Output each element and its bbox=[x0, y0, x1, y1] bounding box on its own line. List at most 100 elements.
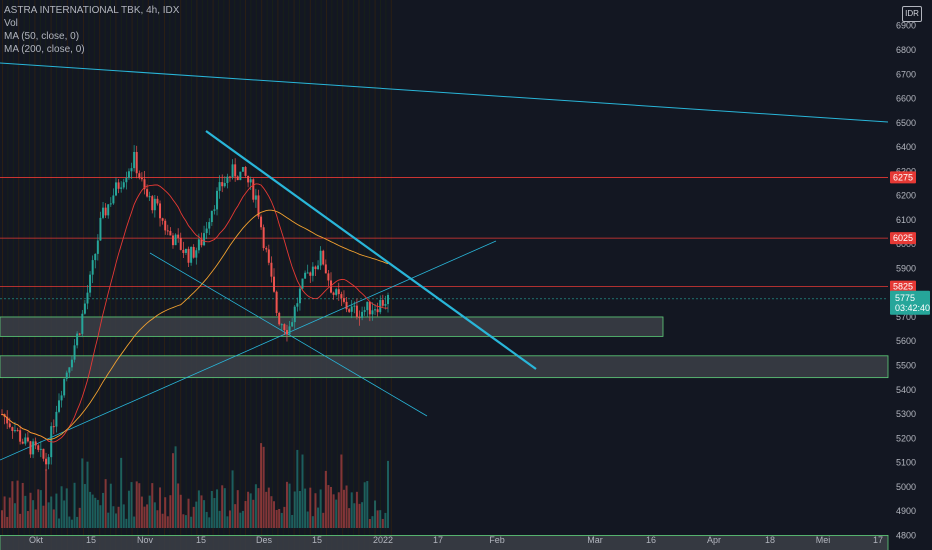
candle-body bbox=[273, 276, 276, 292]
volume-bar bbox=[314, 493, 317, 528]
candle-body bbox=[304, 272, 307, 279]
candle-body bbox=[275, 291, 278, 313]
candle-body bbox=[73, 345, 76, 360]
candle-body bbox=[47, 457, 50, 465]
volume-bar bbox=[337, 492, 340, 528]
time-tick-label: 2022 bbox=[373, 535, 393, 545]
candle-body bbox=[42, 448, 45, 459]
ma50-legend[interactable]: MA (50, close, 0) bbox=[4, 31, 80, 42]
volume-bar bbox=[301, 454, 304, 528]
volume-bar bbox=[218, 510, 221, 528]
volume-bar bbox=[138, 483, 141, 528]
time-tick-label: 18 bbox=[765, 535, 775, 545]
time-tick-label: Mar bbox=[587, 535, 603, 545]
candle-body bbox=[327, 273, 330, 281]
session-band bbox=[239, 0, 241, 550]
session-band bbox=[83, 0, 84, 550]
session-band bbox=[272, 0, 273, 550]
candle-body bbox=[374, 309, 377, 311]
current-price-label: 5775 bbox=[895, 293, 915, 303]
candle-body bbox=[39, 448, 42, 450]
session-band bbox=[320, 0, 322, 550]
candle-body bbox=[156, 198, 159, 204]
candle-body bbox=[52, 426, 55, 428]
volume-bar bbox=[260, 443, 263, 528]
volume-bar bbox=[293, 491, 296, 528]
session-band bbox=[326, 0, 327, 550]
candle-body bbox=[184, 248, 187, 253]
ma200-legend[interactable]: MA (200, close, 0) bbox=[4, 44, 85, 55]
candle-body bbox=[203, 233, 206, 246]
bar-countdown: 03:42:40 bbox=[895, 303, 930, 313]
candle-body bbox=[223, 183, 226, 187]
volume-bar bbox=[296, 449, 299, 528]
price-tag-bg bbox=[890, 171, 916, 184]
session-band bbox=[353, 0, 354, 550]
volume-bar bbox=[190, 516, 193, 528]
time-tick-label: Nov bbox=[137, 535, 154, 545]
candle-body bbox=[65, 372, 68, 379]
volume-legend[interactable]: Vol bbox=[4, 18, 18, 29]
candle-body bbox=[192, 246, 195, 258]
candle-body bbox=[164, 220, 167, 231]
candle-body bbox=[125, 177, 128, 183]
candle-body bbox=[319, 250, 322, 266]
volume-bar bbox=[60, 486, 63, 528]
symbol-title[interactable]: ASTRA INTERNATIONAL TBK, 4h, IDX bbox=[4, 5, 180, 16]
price-tick-label: 6800 bbox=[896, 45, 916, 55]
volume-bar bbox=[39, 490, 42, 528]
time-tick-label: Mei bbox=[816, 535, 831, 545]
volume-bar bbox=[156, 510, 159, 528]
session-band bbox=[266, 0, 268, 550]
candle-body bbox=[265, 248, 268, 250]
session-band bbox=[39, 0, 41, 550]
candle-body bbox=[83, 303, 86, 314]
candle-body bbox=[187, 248, 190, 263]
volume-bar bbox=[348, 508, 351, 528]
volume-bar bbox=[387, 460, 389, 528]
volume-bar bbox=[130, 482, 133, 528]
price-axis[interactable]: 4800 4900 5000 5100 5200 5300 5400 5500 5600 5700… bbox=[896, 21, 916, 541]
volume-bar bbox=[374, 500, 377, 528]
candle-body bbox=[127, 171, 130, 178]
candle-body bbox=[135, 151, 138, 174]
session-band bbox=[18, 0, 20, 550]
volume-bar bbox=[285, 481, 288, 528]
volume-bar bbox=[187, 498, 190, 528]
candle-body bbox=[102, 207, 105, 218]
session-band bbox=[158, 0, 160, 550]
price-tick-label: 6900 bbox=[896, 21, 916, 31]
volume-bar bbox=[159, 487, 162, 528]
candle-body bbox=[345, 301, 348, 310]
volume-bar bbox=[65, 488, 68, 528]
currency-badge[interactable]: IDR bbox=[902, 6, 922, 22]
candle-body bbox=[6, 416, 9, 424]
candle-body bbox=[324, 264, 327, 274]
price-level-tag: 6275 bbox=[890, 171, 916, 184]
volume-bar bbox=[153, 502, 156, 528]
candle-body bbox=[252, 179, 255, 200]
candle-body bbox=[330, 280, 333, 293]
candle-body bbox=[387, 294, 389, 305]
candle-body bbox=[254, 195, 257, 200]
session-band bbox=[99, 0, 101, 550]
candle-body bbox=[81, 313, 84, 334]
session-band bbox=[380, 0, 381, 550]
candle-body bbox=[244, 166, 247, 176]
candle-body bbox=[221, 182, 224, 187]
volume-bar bbox=[78, 507, 81, 528]
volume-bar bbox=[107, 512, 110, 528]
candle-body bbox=[86, 292, 89, 304]
candle-body bbox=[384, 304, 387, 306]
volume-bar bbox=[42, 505, 45, 528]
price-tick-label: 4900 bbox=[896, 506, 916, 516]
volume-bar bbox=[179, 494, 182, 528]
volume-bar bbox=[257, 488, 260, 528]
candle-body bbox=[91, 260, 94, 275]
candle-body bbox=[21, 441, 24, 444]
time-axis[interactable]: Okt 15 Nov 15 Des 15 2022 17 Feb Mar 16 Apr 18 Mei 17 bbox=[29, 535, 883, 545]
volume-bar bbox=[254, 484, 257, 528]
volume-bar bbox=[195, 501, 198, 528]
candle-body bbox=[239, 171, 242, 181]
